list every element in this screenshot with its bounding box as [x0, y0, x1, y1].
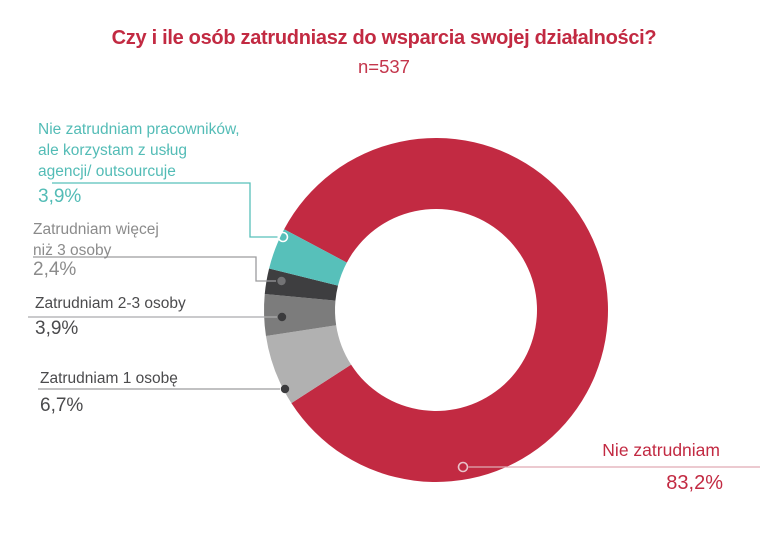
pie-segment-nie-zatrudniam: [284, 137, 608, 482]
callout-label-nie-zatrudniam: Nie zatrudniam: [602, 440, 720, 460]
callout-connector-agencja: [52, 182, 278, 238]
pie-segment-agencja-outsourcing: [269, 229, 347, 286]
callout-value-osoby23: 3,9%: [35, 318, 79, 339]
chart-title: Czy i ile osób zatrudniasz do wsparcia s…: [111, 27, 657, 49]
callout-label-wiecej: Zatrudniam więcej niż 3 osoby: [33, 221, 159, 259]
pie-segment-zatrudniam-wiecej-niz-3: [264, 268, 338, 301]
callout-connector-wiecej: [33, 256, 276, 282]
callout-label-osoba1: Zatrudniam 1 osobę: [40, 370, 178, 387]
callout-connectors: [28, 182, 760, 473]
callout-marker-dot-osoba1: [280, 384, 290, 394]
sample-size-label: n=537: [358, 56, 410, 77]
callout-label-osoby23: Zatrudniam 2-3 osoby: [35, 295, 186, 312]
pie-segment-zatrudniam-1-osobe: [265, 325, 352, 404]
callout-label-agencja: Nie zatrudniam pracowników, ale korzysta…: [38, 121, 240, 180]
callout-marker-dot-osoby23: [277, 312, 287, 322]
callout-value-wiecej: 2,4%: [33, 259, 77, 280]
callout-marker-circle-nie-zatrudniam: [457, 461, 469, 473]
callout-value-osoba1: 6,7%: [40, 395, 84, 416]
callout-marker-circle-agencja: [277, 231, 289, 243]
pie-segment-zatrudniam-2-3-osoby: [264, 293, 337, 336]
donut-segments: [264, 137, 608, 482]
callout-value-nie-zatrudniam: 83,2%: [666, 472, 723, 494]
callout-marker-dot-wiecej: [277, 276, 286, 286]
callout-value-agencja: 3,9%: [38, 186, 82, 207]
